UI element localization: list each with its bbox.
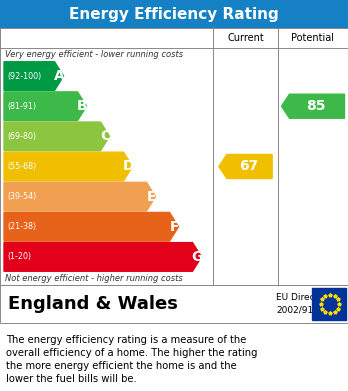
Text: (81-91): (81-91): [7, 102, 36, 111]
Text: EU Directive
2002/91/EC: EU Directive 2002/91/EC: [276, 293, 332, 315]
Bar: [0, 28, 348, 285]
Text: (69-80): (69-80): [7, 132, 36, 141]
Text: (55-68): (55-68): [7, 162, 36, 171]
Text: (21-38): (21-38): [7, 222, 36, 231]
Text: F: F: [169, 220, 179, 234]
Text: A: A: [54, 69, 64, 83]
Bar: [312, 288, 346, 320]
Text: (92-100): (92-100): [7, 72, 41, 81]
Text: Very energy efficient - lower running costs: Very energy efficient - lower running co…: [5, 50, 183, 59]
Text: lower the fuel bills will be.: lower the fuel bills will be.: [6, 374, 137, 384]
Text: the more energy efficient the home is and the: the more energy efficient the home is an…: [6, 361, 237, 371]
Polygon shape: [4, 212, 179, 241]
Text: Energy Efficiency Rating: Energy Efficiency Rating: [69, 7, 279, 22]
Text: D: D: [122, 160, 134, 174]
Polygon shape: [4, 152, 133, 181]
Text: Not energy efficient - higher running costs: Not energy efficient - higher running co…: [5, 274, 183, 283]
Text: 67: 67: [239, 160, 258, 174]
Text: 85: 85: [306, 99, 326, 113]
Text: G: G: [191, 250, 203, 264]
Text: C: C: [100, 129, 110, 143]
Polygon shape: [4, 92, 87, 120]
Polygon shape: [282, 94, 345, 118]
Text: The energy efficiency rating is a measure of the: The energy efficiency rating is a measur…: [6, 335, 246, 345]
Text: England & Wales: England & Wales: [8, 295, 178, 313]
Polygon shape: [4, 62, 64, 90]
Text: E: E: [146, 190, 156, 204]
Polygon shape: [219, 154, 272, 179]
Bar: [0, 0, 348, 28]
Text: B: B: [77, 99, 87, 113]
Text: Current: Current: [227, 33, 264, 43]
Text: (1-20): (1-20): [7, 253, 31, 262]
Polygon shape: [4, 182, 156, 211]
Text: Potential: Potential: [292, 33, 334, 43]
Bar: [0, 285, 348, 323]
Polygon shape: [4, 242, 201, 271]
Bar: [0, 28, 348, 48]
Polygon shape: [4, 122, 110, 151]
Text: (39-54): (39-54): [7, 192, 36, 201]
Text: overall efficiency of a home. The higher the rating: overall efficiency of a home. The higher…: [6, 348, 258, 358]
